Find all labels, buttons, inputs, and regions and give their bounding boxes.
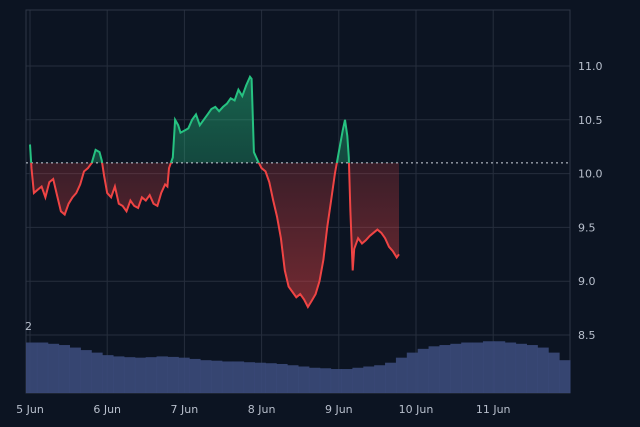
volume-bar <box>58 345 71 393</box>
volume-bar <box>36 342 49 393</box>
volume-bar <box>287 365 299 393</box>
x-tick-label: 8 Jun <box>248 403 276 416</box>
volume-bar <box>439 345 451 393</box>
y-tick-label: 10.0 <box>578 168 603 181</box>
x-tick-label: 7 Jun <box>171 403 199 416</box>
volume-bar <box>102 355 114 393</box>
volume-bar <box>450 343 462 393</box>
volume-bar <box>417 348 430 393</box>
price-line-above <box>29 74 350 163</box>
y-tick-label: 11.0 <box>578 60 603 73</box>
x-tick-label: 6 Jun <box>93 403 121 416</box>
price-lines <box>29 74 400 310</box>
volume-bar <box>276 363 288 393</box>
volume-bar <box>47 343 60 393</box>
volume-bar <box>178 357 190 393</box>
volume-bar <box>80 350 92 393</box>
volume-bar <box>232 361 245 393</box>
volume-bar <box>515 343 527 393</box>
y-tick-label: 8.5 <box>578 329 596 342</box>
volume-bar <box>254 362 266 393</box>
volume-bar <box>385 362 397 393</box>
volume-scale-label: 2 <box>25 320 32 333</box>
volume-bar <box>91 352 103 393</box>
volume-bar <box>395 357 408 393</box>
volume-bar <box>308 367 321 393</box>
volume-bar <box>265 363 277 393</box>
volume-bar <box>504 342 517 393</box>
y-axis: 11.0 10.5 10.0 9.5 9.0 8.5 <box>578 60 603 342</box>
volume-bar <box>548 352 560 393</box>
x-axis: 5 Jun 6 Jun 7 Jun 8 Jun 9 Jun 10 Jun 11 Jun <box>16 403 510 416</box>
volume-bar <box>319 368 332 393</box>
volume-bar <box>123 357 136 393</box>
volume-bar <box>461 342 473 393</box>
volume-bar <box>559 360 571 393</box>
volume-bar <box>537 347 549 393</box>
volume-bar <box>113 356 125 393</box>
area-above-baseline <box>30 76 399 163</box>
volume-bar <box>189 358 201 393</box>
volume-bar <box>243 362 255 393</box>
volume-bar <box>352 367 364 393</box>
y-tick-label: 9.5 <box>578 221 596 234</box>
volume-bar <box>221 361 234 393</box>
y-tick-label: 9.0 <box>578 275 596 288</box>
volume-bar <box>145 357 158 393</box>
volume-bar <box>134 357 147 393</box>
volume-bar <box>493 341 506 393</box>
volume-bar <box>298 366 310 393</box>
volume-bar <box>363 366 375 393</box>
volume-bar <box>482 341 495 393</box>
volume-bar <box>374 365 386 393</box>
volume-bars <box>26 341 571 393</box>
volume-bar <box>200 360 212 393</box>
y-tick-label: 10.5 <box>578 114 603 127</box>
volume-bar <box>406 352 419 393</box>
x-tick-label: 10 Jun <box>399 403 434 416</box>
area-below-baseline <box>31 162 399 307</box>
fill-areas <box>30 76 399 307</box>
volume-bar <box>341 369 353 393</box>
x-tick-label: 11 Jun <box>476 403 511 416</box>
volume-bar <box>330 369 343 393</box>
volume-bar <box>210 360 223 393</box>
volume-bar <box>167 356 179 393</box>
volume-bar <box>69 347 81 393</box>
volume-bar <box>428 346 440 393</box>
volume-bar <box>526 345 538 393</box>
volume-bar <box>26 342 38 393</box>
volume-bar <box>472 342 484 393</box>
volume-bar <box>156 356 168 393</box>
x-tick-label: 9 Jun <box>325 403 353 416</box>
x-tick-label: 5 Jun <box>16 403 44 416</box>
